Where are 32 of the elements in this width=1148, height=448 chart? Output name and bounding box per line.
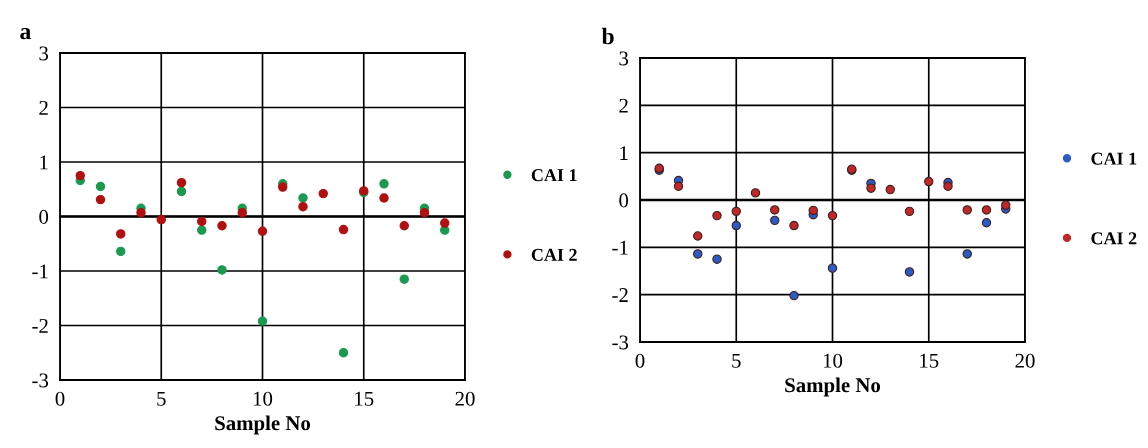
y-tick-label: -3 [32, 373, 49, 388]
x-tick-label: 0 [635, 353, 645, 368]
x-tick-label: 20 [455, 391, 475, 406]
y-tick-label: -1 [612, 240, 628, 255]
y-tick-label: -3 [612, 335, 629, 350]
chart-title: a [20, 28, 31, 40]
y-tick-label: 3 [39, 46, 49, 61]
x-tick-label: 15 [355, 391, 374, 406]
x-tick-label: 15 [920, 353, 939, 368]
y-tick-label: 2 [39, 100, 48, 115]
y-tick-label: 0 [39, 209, 49, 224]
x-axis-title: Sample No [215, 415, 311, 435]
y-tick-label: -2 [32, 318, 48, 333]
y-tick-label: 1 [40, 155, 48, 170]
x-tick-label: 5 [732, 353, 741, 368]
y-tick-label: 0 [619, 193, 629, 208]
y-tick-label: 3 [619, 51, 629, 66]
y-tick-label: -2 [612, 288, 628, 302]
x-tick-label: 20 [1015, 353, 1035, 368]
x-tick-label: 10 [253, 391, 273, 406]
y-tick-label: -1 [32, 264, 48, 279]
legend-label: CAI 1 [1091, 152, 1137, 165]
x-axis-title: Sample No [785, 377, 881, 397]
chart-title: b [601, 27, 614, 45]
legend-label: CAI 2 [1091, 232, 1137, 245]
x-tick-label: 0 [55, 391, 65, 406]
legend-label: CAI 1 [531, 169, 577, 182]
y-tick-label: 1 [620, 146, 628, 160]
legend-label: CAI 2 [531, 248, 577, 261]
y-tick-label: 2 [619, 98, 628, 113]
x-tick-label: 5 [157, 391, 166, 406]
x-tick-label: 10 [823, 353, 843, 368]
